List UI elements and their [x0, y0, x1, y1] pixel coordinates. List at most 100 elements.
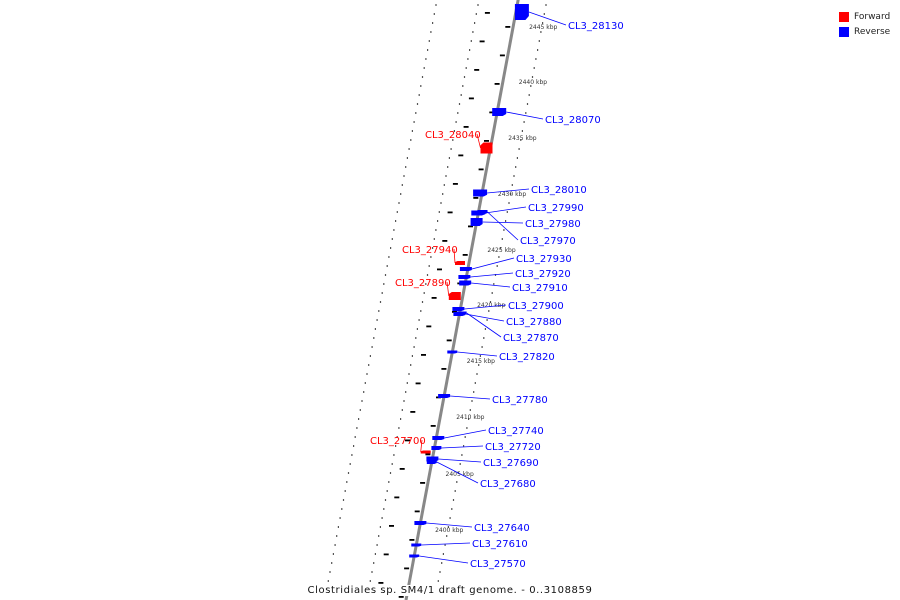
legend-label-reverse: Reverse [854, 26, 891, 37]
guide-dot [474, 382, 476, 384]
gene-label-cl3_28040[interactable]: CL3_28040 [425, 130, 481, 141]
guide-dot [386, 490, 388, 492]
guide-dot [475, 13, 477, 15]
gene-label-cl3_28130[interactable]: CL3_28130 [568, 21, 624, 32]
outer-dotted-guide [326, 4, 437, 591]
tick-mark [442, 240, 448, 242]
gene-feature-cl3_27930[interactable] [459, 267, 472, 271]
guide-dot [400, 418, 402, 420]
gene-feature-cl3_27820[interactable] [447, 350, 458, 354]
guide-dot [463, 76, 466, 78]
leader-line [453, 248, 456, 264]
gene-feature-cl3_27700[interactable] [420, 450, 431, 454]
guide-dot [448, 157, 450, 159]
gene-label-cl3_27820[interactable]: CL3_27820 [499, 352, 555, 363]
guide-dot [396, 211, 398, 213]
guide-dot [420, 85, 422, 87]
gene-label-cl3_27980[interactable]: CL3_27980 [525, 219, 581, 230]
gene-label-cl3_27920[interactable]: CL3_27920 [515, 269, 571, 280]
scale-label: 2435 kbp [508, 135, 536, 142]
gene-label-cl3_28070[interactable]: CL3_28070 [545, 115, 601, 126]
gene-label-cl3_27640[interactable]: CL3_27640 [474, 523, 530, 534]
guide-dot [405, 166, 407, 168]
guide-dot [528, 94, 530, 96]
gene-label-cl3_27780[interactable]: CL3_27780 [492, 395, 548, 406]
gene-feature-cl3_27890[interactable] [448, 292, 461, 300]
gene-label-cl3_27740[interactable]: CL3_27740 [488, 426, 544, 437]
guide-dot [442, 553, 444, 555]
gene-feature-cl3_27870[interactable] [456, 311, 467, 315]
guide-dot [415, 337, 417, 339]
gene-feature-cl3_27900[interactable] [452, 307, 465, 311]
guide-dot [443, 184, 445, 186]
gene-label-cl3_27940[interactable]: CL3_27940 [402, 245, 458, 256]
gene-feature-cl3_27640[interactable] [414, 521, 427, 525]
gene-feature-cl3_27610[interactable] [411, 543, 422, 547]
guide-dot [442, 193, 444, 195]
gene-feature-cl3_27570[interactable] [409, 554, 420, 558]
guide-dot [520, 139, 522, 141]
guide-dot [543, 13, 545, 15]
guide-dot [538, 40, 540, 42]
guide-dot [452, 139, 454, 141]
guide-dot [368, 364, 370, 366]
gene-label-cl3_28010[interactable]: CL3_28010 [531, 185, 587, 196]
gene-label-cl3_27930[interactable]: CL3_27930 [516, 254, 572, 265]
gene-feature-cl3_27940[interactable] [455, 261, 465, 265]
gene-feature-cl3_28070[interactable] [492, 108, 507, 116]
guide-dot [332, 553, 334, 555]
gene-feature-cl3_27720[interactable] [431, 446, 442, 450]
gene-label-cl3_27970[interactable]: CL3_27970 [520, 236, 576, 247]
gene-feature-cl3_27910[interactable] [459, 280, 472, 286]
tick-mark [383, 553, 389, 556]
guide-dot [376, 544, 378, 546]
tick-mark [415, 382, 421, 385]
gene-feature-cl3_27970[interactable] [477, 210, 488, 214]
gene-feature-cl3_28010[interactable] [473, 189, 488, 197]
gene-label-cl3_27700[interactable]: CL3_27700 [370, 436, 426, 447]
gene-feature-cl3_27680[interactable] [426, 460, 437, 464]
leader-line [464, 304, 507, 310]
guide-dot [408, 148, 410, 150]
gene-label-cl3_27880[interactable]: CL3_27880 [506, 317, 562, 328]
guide-dot [463, 445, 465, 447]
guide-dot [435, 4, 437, 6]
gene-feature-cl3_27980[interactable] [470, 218, 483, 226]
guide-dot [383, 283, 385, 285]
gene-label-cl3_27870[interactable]: CL3_27870 [503, 333, 559, 344]
guide-dot [416, 328, 418, 330]
tick-mark [389, 525, 394, 527]
leader-line [487, 188, 530, 194]
guide-dot [395, 220, 397, 222]
guide-dot [359, 409, 361, 411]
gene-feature-cl3_28040[interactable] [480, 142, 493, 154]
gene-label-cl3_27910[interactable]: CL3_27910 [512, 283, 568, 294]
gene-label-cl3_27570[interactable]: CL3_27570 [470, 559, 526, 570]
guide-dot [403, 400, 405, 402]
guide-dot [401, 184, 403, 186]
guide-dot [381, 517, 383, 519]
gene-label-cl3_27720[interactable]: CL3_27720 [485, 442, 541, 453]
gene-label-cl3_27890[interactable]: CL3_27890 [395, 278, 451, 289]
guide-dot [437, 580, 439, 582]
guide-dot [378, 310, 380, 312]
guide-dot [351, 454, 353, 456]
gene-feature-cl3_27740[interactable] [432, 436, 445, 440]
gene-label-cl3_27990[interactable]: CL3_27990 [528, 203, 584, 214]
gene-feature-cl3_27920[interactable] [458, 275, 471, 279]
guide-dot [439, 571, 441, 573]
guide-dot [486, 319, 488, 321]
reverse-swatch [839, 26, 849, 37]
gene-feature-cl3_28130[interactable] [514, 4, 529, 20]
tick-mark [378, 582, 384, 584]
gene-feature-cl3_27780[interactable] [438, 394, 451, 398]
guide-dot [533, 67, 535, 69]
tick-mark [494, 83, 500, 85]
gene-label-cl3_27610[interactable]: CL3_27610 [472, 539, 528, 550]
guide-dot [398, 202, 400, 204]
guide-dot [410, 139, 412, 141]
gene-label-cl3_27680[interactable]: CL3_27680 [480, 479, 536, 490]
tick-mark [474, 69, 480, 71]
gene-label-cl3_27900[interactable]: CL3_27900 [508, 301, 564, 312]
gene-label-cl3_27690[interactable]: CL3_27690 [483, 458, 539, 469]
